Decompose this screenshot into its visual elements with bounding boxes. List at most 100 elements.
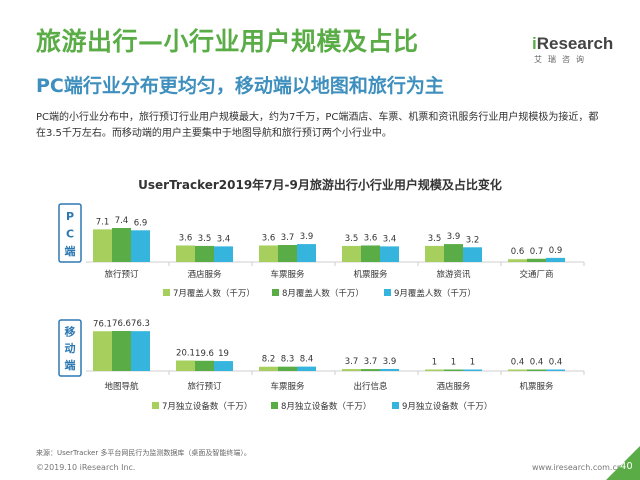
data-label: 76.3 bbox=[131, 319, 150, 329]
bar bbox=[112, 331, 131, 371]
data-label: 3.7 bbox=[281, 233, 295, 243]
bar bbox=[425, 369, 444, 371]
bar bbox=[463, 247, 482, 262]
data-label: 76.6 bbox=[112, 319, 131, 329]
section-label-char: 动 bbox=[65, 341, 76, 355]
page-number: 40 bbox=[620, 461, 633, 472]
bar bbox=[527, 258, 546, 262]
chart-title: UserTracker2019年7月-9月旅游出行小行业用户规模及占比变化 bbox=[138, 178, 502, 192]
data-label: 1 bbox=[470, 358, 475, 368]
legend-swatch bbox=[163, 289, 170, 296]
bar bbox=[131, 230, 150, 262]
bar bbox=[361, 369, 380, 371]
data-label: 1 bbox=[432, 358, 437, 368]
data-label: 3.5 bbox=[428, 234, 442, 244]
section-label-box bbox=[58, 319, 82, 377]
data-label: 6.9 bbox=[134, 218, 148, 228]
legend-swatch bbox=[384, 289, 391, 296]
legend-swatch bbox=[272, 289, 279, 296]
bar bbox=[463, 369, 482, 371]
bar bbox=[176, 360, 195, 371]
bar bbox=[93, 331, 112, 371]
section-label-char: 移 bbox=[65, 324, 76, 338]
section-label-char: 端 bbox=[65, 244, 76, 258]
iresearch-logo: iResearch 艾瑞咨询 bbox=[532, 34, 614, 64]
data-label: 0.4 bbox=[511, 358, 525, 368]
bar bbox=[278, 366, 297, 371]
site-url: www.iresearch.com.cn bbox=[532, 463, 622, 472]
legend-label: 7月独立设备数（千万） bbox=[162, 401, 252, 412]
data-label: 76.1 bbox=[93, 319, 112, 329]
bar bbox=[259, 366, 278, 371]
data-label: 8.4 bbox=[300, 355, 314, 365]
bar bbox=[131, 331, 150, 371]
category-label: 车票服务 bbox=[270, 381, 305, 392]
legend-swatch bbox=[271, 402, 278, 409]
data-label: 8.3 bbox=[281, 355, 295, 365]
bar bbox=[176, 245, 195, 262]
bar bbox=[278, 245, 297, 262]
source-note: 来源：UserTracker 多平台网民行为监测数据库（桌面及智能终端）。 bbox=[36, 449, 251, 457]
bar bbox=[508, 369, 527, 371]
category-label: 机票服务 bbox=[353, 269, 388, 280]
bar bbox=[297, 366, 316, 371]
page-title: 旅游出行—小行业用户规模及占比 bbox=[36, 27, 419, 56]
bar bbox=[444, 369, 463, 371]
data-label: 3.7 bbox=[345, 357, 359, 367]
copyright: ©2019.10 iResearch Inc. bbox=[36, 463, 136, 472]
bar bbox=[112, 228, 131, 262]
data-label: 3.4 bbox=[217, 234, 231, 244]
data-label: 0.7 bbox=[530, 247, 544, 257]
bar bbox=[380, 246, 399, 262]
data-label: 0.4 bbox=[530, 358, 544, 368]
bar bbox=[195, 360, 214, 371]
bar bbox=[546, 369, 565, 371]
legend-label: 8月独立设备数（千万） bbox=[281, 401, 371, 412]
data-label: 0.6 bbox=[511, 247, 525, 257]
data-label: 3.6 bbox=[364, 233, 378, 243]
section-label-char: P bbox=[66, 210, 74, 223]
bar bbox=[93, 229, 112, 262]
category-label: 车票服务 bbox=[270, 269, 305, 280]
bar bbox=[259, 245, 278, 262]
page-subtitle: PC端行业分布更均匀，移动端以地图和旅行为主 bbox=[36, 75, 444, 97]
data-label: 20.1 bbox=[176, 349, 195, 359]
bar bbox=[342, 369, 361, 371]
data-label: 3.9 bbox=[447, 232, 461, 242]
legend-label: 9月独立设备数（千万） bbox=[402, 401, 492, 412]
bar bbox=[380, 368, 399, 371]
legend-swatch bbox=[152, 402, 159, 409]
legend-label: 9月覆盖人数（千万） bbox=[394, 288, 476, 299]
data-label: 3.9 bbox=[383, 357, 397, 367]
data-label: 3.9 bbox=[300, 232, 314, 242]
category-label: 酒店服务 bbox=[436, 381, 471, 392]
category-label: 酒店服务 bbox=[187, 269, 222, 280]
data-label: 3.4 bbox=[383, 234, 397, 244]
category-label: 旅游资讯 bbox=[436, 269, 471, 280]
bar bbox=[527, 369, 546, 371]
data-label: 3.5 bbox=[198, 234, 212, 244]
bar bbox=[361, 245, 380, 262]
data-label: 19.6 bbox=[195, 349, 214, 359]
data-label: 3.7 bbox=[364, 357, 378, 367]
bar bbox=[444, 244, 463, 262]
data-label: 3.2 bbox=[466, 235, 480, 245]
data-label: 0.9 bbox=[549, 246, 563, 256]
category-label: 旅行预订 bbox=[187, 381, 222, 392]
bar bbox=[214, 361, 233, 371]
bar bbox=[425, 245, 444, 262]
data-label: 0.4 bbox=[549, 358, 563, 368]
data-label: 8.2 bbox=[262, 355, 276, 365]
bar bbox=[214, 246, 233, 262]
summary-paragraph: PC端的小行业分布中，旅行预订行业用户规模最大，约为7千万，PC端酒店、车票、机… bbox=[36, 112, 599, 139]
data-label: 19 bbox=[218, 349, 229, 359]
section-label-box bbox=[58, 203, 82, 263]
data-label: 3.6 bbox=[179, 233, 193, 243]
category-label: 交通厂商 bbox=[519, 269, 553, 280]
section-label-char: C bbox=[66, 227, 74, 240]
bar bbox=[297, 244, 316, 262]
data-label: 3.6 bbox=[262, 233, 276, 243]
category-label: 出行信息 bbox=[353, 381, 388, 392]
category-label: 旅行预订 bbox=[104, 269, 139, 280]
